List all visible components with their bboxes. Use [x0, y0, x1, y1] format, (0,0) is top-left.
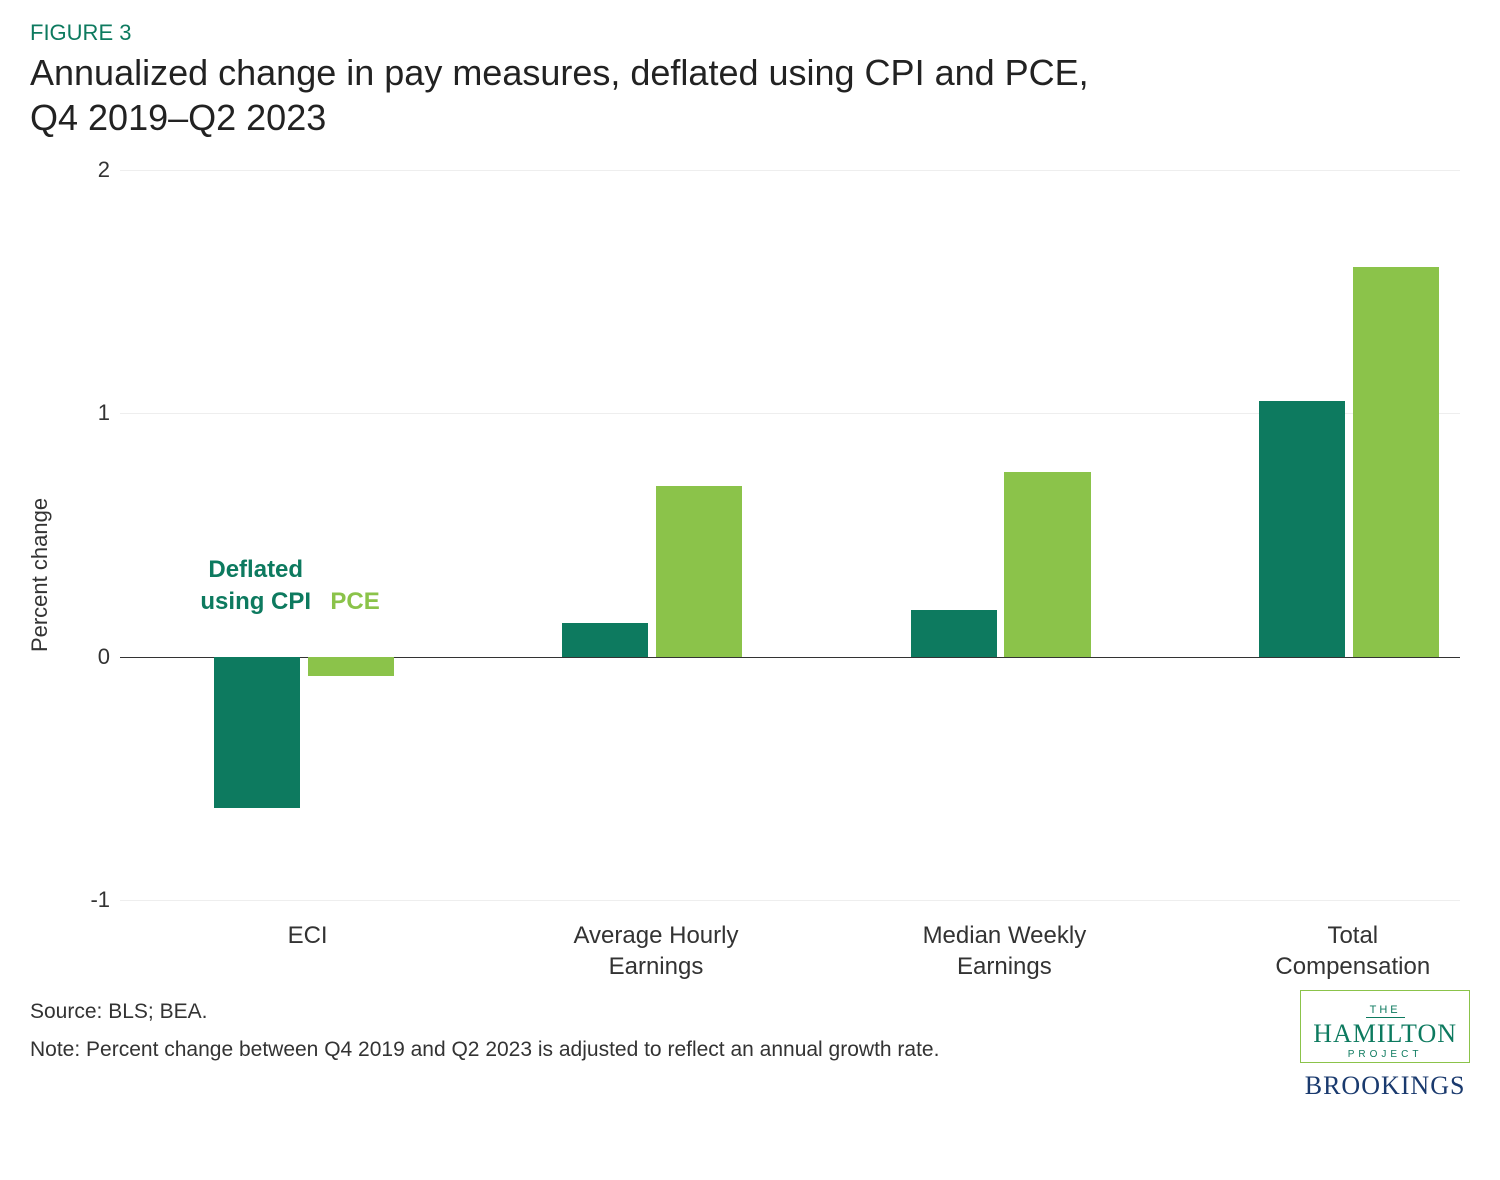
- bar: [1004, 472, 1090, 657]
- x-category-label: TotalCompensation: [1165, 920, 1500, 982]
- title-line-1: Annualized change in pay measures, defla…: [30, 52, 1089, 93]
- bar-group: TotalCompensation: [1259, 170, 1447, 900]
- bar: [1259, 401, 1345, 657]
- hamilton-name: HAMILTON: [1313, 1021, 1457, 1047]
- x-category-label: Median WeeklyEarnings: [817, 920, 1192, 982]
- title-line-2: Q4 2019–Q2 2023: [30, 97, 326, 138]
- bar: [911, 610, 997, 656]
- legend: Deflatedusing CPIPCE: [200, 554, 311, 616]
- bar-group: ECI: [214, 170, 402, 900]
- note-text: Note: Percent change between Q4 2019 and…: [30, 1038, 1470, 1062]
- gridline: [120, 900, 1460, 901]
- hamilton-project: PROJECT: [1313, 1049, 1457, 1060]
- bar: [562, 623, 648, 657]
- figure-label: FIGURE 3: [30, 20, 1470, 46]
- bar-group: Median WeeklyEarnings: [911, 170, 1099, 900]
- chart-footer: Source: BLS; BEA. Note: Percent change b…: [30, 1000, 1470, 1062]
- hamilton-the: THE: [1366, 1004, 1405, 1018]
- brookings-logo: BROOKINGS: [1300, 1071, 1470, 1101]
- bar: [214, 657, 300, 808]
- logos: THE HAMILTON PROJECT BROOKINGS: [1300, 990, 1470, 1101]
- y-tick-label: 0: [70, 644, 110, 670]
- plot-area: -1012ECIAverage HourlyEarningsMedian Wee…: [120, 170, 1460, 900]
- x-category-label: Average HourlyEarnings: [468, 920, 843, 982]
- bar: [1353, 267, 1439, 656]
- source-text: Source: BLS; BEA.: [30, 1000, 1470, 1024]
- chart-title: Annualized change in pay measures, defla…: [30, 50, 1470, 140]
- chart-area: Percent change -1012ECIAverage HourlyEar…: [60, 170, 1470, 980]
- legend-pce-label: PCE: [330, 586, 379, 617]
- y-tick-label: 1: [70, 400, 110, 426]
- bar: [308, 657, 394, 676]
- y-tick-label: -1: [70, 887, 110, 913]
- hamilton-project-logo: THE HAMILTON PROJECT: [1300, 990, 1470, 1063]
- legend-cpi-label: Deflatedusing CPI: [200, 554, 311, 616]
- bar: [656, 486, 742, 656]
- x-category-label: ECI: [120, 920, 495, 951]
- bar-group: Average HourlyEarnings: [562, 170, 750, 900]
- y-axis-label: Percent change: [27, 498, 53, 652]
- y-tick-label: 2: [70, 157, 110, 183]
